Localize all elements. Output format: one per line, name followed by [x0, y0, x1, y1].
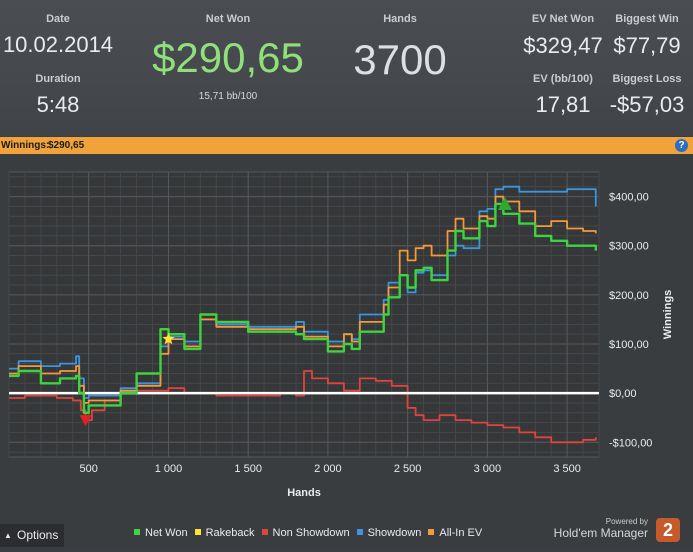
- legend-item-non-showdown[interactable]: Non Showdown: [261, 527, 350, 539]
- biggest-loss-value: -$57,03: [609, 92, 685, 117]
- powered-by-label: Powered by: [605, 517, 648, 526]
- series-line-non-showdown: [9, 370, 597, 444]
- legend-item-showdown[interactable]: Showdown: [356, 527, 422, 539]
- duration-value: 5:48: [36, 92, 80, 117]
- legend-label: Non Showdown: [272, 527, 350, 539]
- duration-label: Duration: [35, 73, 81, 85]
- legend-swatch: [356, 529, 363, 535]
- winnings-chart-svg: 500 1 000 1 500 2 000 2 500 3 000 3 500 -$100,0…: [8, 171, 674, 499]
- brand-logo: Powered by Hold'em Manager 2: [550, 517, 680, 543]
- options-arrow-icon: ▲: [4, 531, 12, 540]
- legend-swatch: [261, 529, 268, 535]
- netwon-bb-value: 15,71 bb/100: [198, 91, 258, 102]
- legend-item-net-won[interactable]: Net Won: [134, 527, 188, 539]
- y-tick-label: $400,00: [609, 192, 649, 204]
- chart-series: [9, 185, 599, 444]
- y-tick-label: -$100,00: [609, 437, 652, 449]
- netwon-value: $290,65: [152, 34, 304, 81]
- legend-swatch: [134, 529, 140, 535]
- options-label: Options: [17, 528, 59, 542]
- series-line-net-won: [9, 202, 597, 414]
- stats-header: Date 10.02.2014 Duration 5:48 Net Won $2…: [0, 0, 693, 136]
- ev-bb-label: EV (bb/100): [533, 73, 593, 85]
- y-tick-label: $0,00: [609, 388, 637, 400]
- legend-swatch: [428, 529, 435, 535]
- biggest-loss-label: Biggest Loss: [612, 73, 682, 85]
- legend-label: Showdown: [367, 527, 422, 539]
- legend-swatch: [194, 529, 201, 535]
- brand-badge-icon: 2: [656, 518, 680, 542]
- biggest-loss-marker: [79, 415, 92, 427]
- x-axis-title: Hands: [287, 487, 321, 499]
- netwon-label: Net Won: [205, 13, 251, 25]
- y-tick-label: $300,00: [609, 241, 649, 253]
- help-icon[interactable]: ?: [675, 139, 688, 152]
- ev-bb-value: 17,81: [535, 92, 591, 117]
- peak-marker: [497, 196, 512, 210]
- chart-axes: 500 1 000 1 500 2 000 2 500 3 000 3 500 -$100,0…: [80, 192, 674, 499]
- date-label: Date: [46, 13, 70, 25]
- x-tick-label: 2 500: [394, 463, 422, 475]
- options-button[interactable]: ▲ Options: [0, 524, 64, 547]
- x-tick-label: 3 000: [474, 463, 502, 475]
- winnings-bar-label: Winnings:: [1, 140, 50, 151]
- chart-grid: [8, 171, 600, 458]
- ev-netwon-label: EV Net Won: [531, 13, 595, 25]
- brand-name: Hold'em Manager: [553, 526, 648, 540]
- legend-label: All-In EV: [439, 527, 483, 539]
- y-axis-title: Winnings: [662, 290, 674, 339]
- legend-item-all-in-ev[interactable]: All-In EV: [428, 527, 482, 539]
- legend-label: Net Won: [145, 527, 188, 539]
- legend-label: Rakeback: [205, 527, 255, 539]
- ev-netwon-value: $329,47: [523, 33, 603, 58]
- x-tick-label: 2 000: [314, 463, 342, 475]
- chart-legend: Net Won Rakeback Non Showdown Showdown All-I…: [134, 527, 489, 539]
- y-tick-label: $200,00: [609, 290, 649, 302]
- chart-markers: [79, 196, 512, 427]
- rakeback-star-marker: [162, 332, 175, 345]
- y-tick-label: $100,00: [609, 339, 649, 351]
- date-value: 10.02.2014: [2, 32, 114, 57]
- biggest-win-label: Biggest Win: [615, 13, 679, 25]
- winnings-bar-value: $290,65: [48, 140, 85, 151]
- hands-value: 3700: [353, 36, 447, 83]
- biggest-win-value: $77,79: [613, 33, 681, 58]
- hands-label: Hands: [383, 13, 417, 25]
- x-tick-label: 3 500: [553, 463, 581, 475]
- x-tick-label: 1 000: [155, 463, 183, 475]
- winnings-chart: 500 1 000 1 500 2 000 2 500 3 000 3 500 -$100,0…: [0, 155, 693, 547]
- x-tick-label: 500: [80, 463, 98, 475]
- x-tick-label: 1 500: [234, 463, 262, 475]
- winnings-bar: Winnings: $290,65 ?: [0, 137, 693, 154]
- legend-item-rakeback[interactable]: Rakeback: [194, 527, 255, 539]
